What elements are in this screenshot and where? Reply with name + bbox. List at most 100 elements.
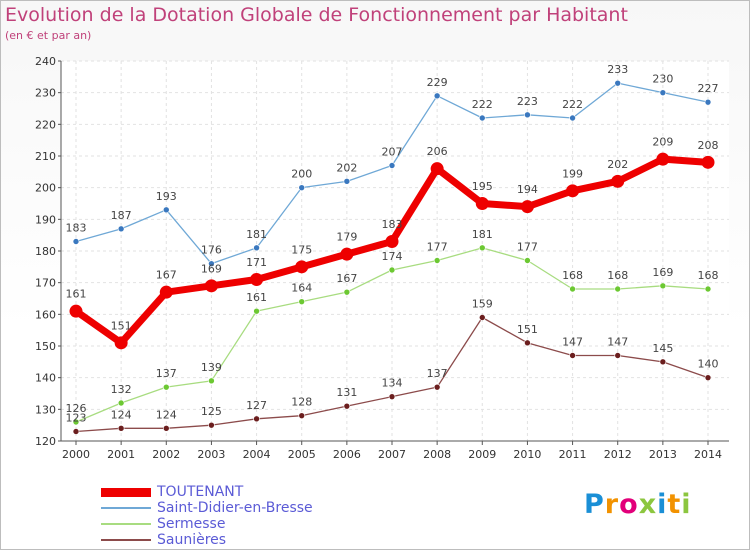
data-label: 209: [652, 136, 673, 149]
legend-label: Saint-Didier-en-Bresse: [157, 500, 313, 516]
legend-swatch: [101, 539, 151, 541]
legend-item: TOUTENANT: [101, 484, 313, 500]
data-point: [253, 307, 260, 315]
data-label: 128: [291, 396, 312, 409]
data-point: [659, 358, 667, 366]
proxiti-logo: Proxiti: [584, 489, 692, 520]
x-tick-label: 2013: [649, 448, 677, 461]
data-point: [614, 352, 622, 359]
x-tick-label: 2002: [152, 448, 180, 461]
data-point: [569, 285, 576, 293]
data-label: 159: [472, 298, 493, 311]
x-tick-label: 2006: [333, 448, 361, 461]
data-point: [298, 184, 306, 191]
data-point: [433, 383, 441, 391]
data-label: 147: [562, 336, 583, 349]
data-label: 161: [66, 288, 87, 301]
data-label: 181: [246, 228, 267, 241]
data-point: [385, 235, 399, 248]
data-point: [72, 238, 80, 245]
data-point: [298, 412, 306, 419]
data-point: [117, 425, 125, 432]
y-tick-label: 130: [35, 403, 56, 416]
x-tick-label: 2001: [107, 448, 135, 461]
data-point: [159, 285, 173, 299]
y-tick-label: 230: [35, 87, 56, 100]
data-label: 161: [246, 291, 267, 304]
data-label: 202: [607, 158, 628, 171]
data-label: 208: [698, 139, 719, 152]
y-tick-label: 170: [35, 277, 56, 290]
data-label: 233: [607, 63, 628, 76]
data-label: 124: [111, 408, 132, 421]
x-tick-label: 2011: [559, 448, 587, 461]
legend-label: Saunières: [157, 532, 227, 548]
data-point: [253, 415, 260, 423]
data-label: 177: [517, 241, 538, 254]
legend-label: Sermesse: [157, 516, 226, 532]
y-tick-label: 150: [35, 340, 56, 353]
data-label: 151: [517, 323, 538, 336]
x-tick-label: 2004: [243, 448, 271, 461]
data-point: [433, 92, 441, 100]
chart-subtitle: (en € et par an): [5, 29, 92, 42]
data-point: [208, 377, 215, 385]
data-label: 230: [652, 73, 673, 86]
data-label: 193: [156, 190, 177, 203]
logo-letter: r: [604, 489, 620, 520]
data-label: 200: [291, 168, 312, 181]
data-point: [520, 200, 534, 214]
data-label: 171: [246, 256, 267, 269]
data-label: 137: [427, 367, 448, 380]
data-point: [72, 418, 80, 426]
data-label: 177: [427, 241, 448, 254]
data-point: [433, 257, 441, 264]
data-point: [478, 114, 486, 122]
x-tick-label: 2014: [694, 448, 722, 461]
data-label: 164: [291, 282, 312, 295]
logo-letter: o: [619, 489, 639, 520]
data-label: 181: [472, 228, 493, 241]
data-point: [430, 162, 444, 176]
data-point: [656, 152, 670, 166]
data-label: 194: [517, 183, 538, 196]
data-point: [388, 162, 396, 169]
data-label: 207: [382, 146, 403, 159]
data-point: [524, 257, 531, 264]
y-tick-label: 140: [35, 372, 56, 385]
data-point: [701, 155, 715, 169]
legend-swatch: [101, 507, 151, 509]
data-point: [569, 352, 576, 359]
data-label: 169: [201, 262, 222, 275]
data-label: 139: [201, 361, 222, 374]
data-point: [614, 79, 622, 87]
data-label: 195: [472, 180, 493, 193]
data-point: [72, 428, 80, 435]
data-point: [162, 425, 170, 432]
data-point: [659, 89, 667, 96]
data-point: [340, 247, 354, 261]
y-tick-label: 200: [35, 182, 56, 195]
data-point: [298, 298, 306, 305]
data-label: 183: [66, 222, 87, 235]
data-point: [162, 206, 170, 214]
data-point: [524, 111, 531, 119]
legend-item: Sermesse: [101, 516, 313, 532]
data-point: [204, 279, 218, 293]
data-point: [659, 282, 667, 290]
logo-letter: x: [638, 489, 658, 520]
data-label: 151: [111, 319, 132, 332]
data-label: 127: [246, 399, 267, 412]
data-label: 187: [111, 209, 132, 222]
data-label: 169: [652, 266, 673, 279]
logo-letter: i: [657, 489, 668, 520]
data-point: [117, 399, 125, 407]
plot-area: [61, 61, 729, 441]
data-point: [343, 402, 351, 410]
data-point: [478, 314, 486, 321]
data-label: 140: [698, 358, 719, 371]
legend-label: TOUTENANT: [157, 484, 244, 500]
data-label: 206: [427, 145, 448, 158]
